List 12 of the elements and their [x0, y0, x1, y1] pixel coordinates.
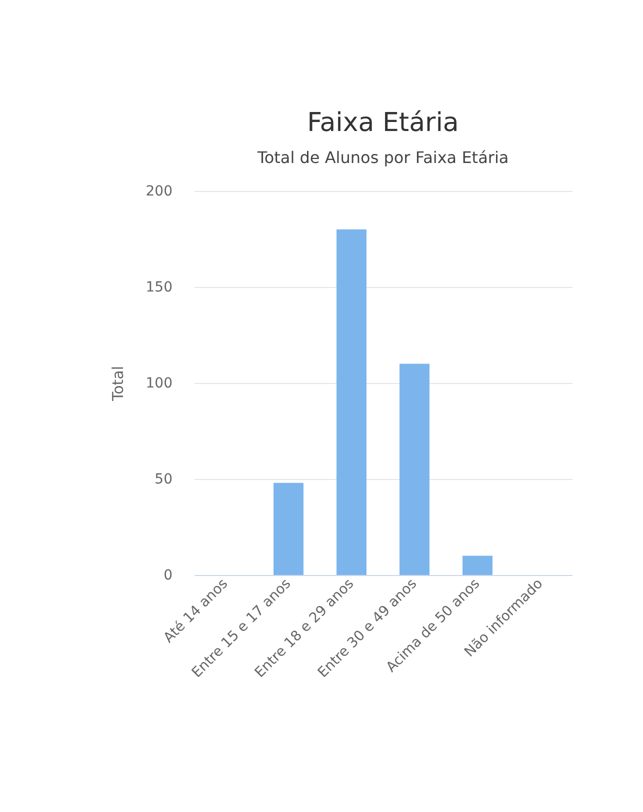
bar	[400, 364, 430, 575]
bar	[462, 556, 492, 575]
y-tick-label: 50	[154, 472, 172, 488]
bar	[274, 482, 304, 575]
y-axis-title: Total	[108, 366, 127, 402]
y-tick-label: 0	[164, 568, 172, 584]
y-tick-label: 150	[146, 280, 172, 296]
chart-title: Faixa Etária	[307, 108, 459, 138]
chart-subtitle: Total de Alunos por Faixa Etária	[256, 148, 509, 167]
y-tick-label: 200	[146, 184, 172, 200]
y-tick-label: 100	[146, 376, 172, 392]
bar	[336, 229, 366, 575]
